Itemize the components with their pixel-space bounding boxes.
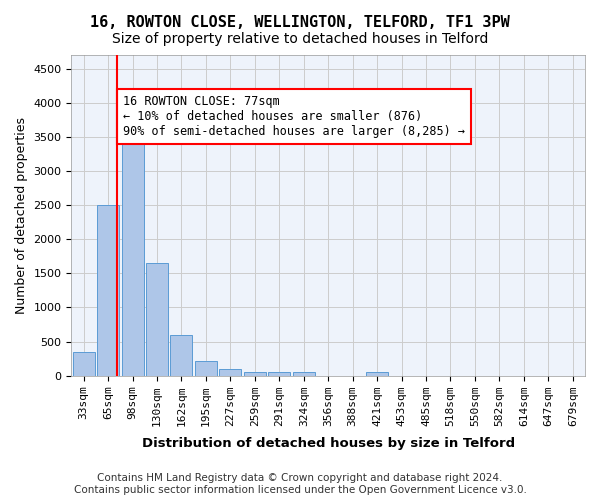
Text: Contains HM Land Registry data © Crown copyright and database right 2024.
Contai: Contains HM Land Registry data © Crown c… (74, 474, 526, 495)
Bar (268, 372, 290, 376)
Bar (293, 372, 315, 376)
Bar (170, 336, 193, 376)
Y-axis label: Number of detached properties: Number of detached properties (15, 117, 28, 314)
Text: Size of property relative to detached houses in Telford: Size of property relative to detached ho… (112, 32, 488, 46)
Bar (97, 205, 119, 376)
Text: 16 ROWTON CLOSE: 77sqm
← 10% of detached houses are smaller (876)
90% of semi-de: 16 ROWTON CLOSE: 77sqm ← 10% of detached… (123, 95, 465, 138)
Text: 16, ROWTON CLOSE, WELLINGTON, TELFORD, TF1 3PW: 16, ROWTON CLOSE, WELLINGTON, TELFORD, T… (90, 15, 510, 30)
Bar (122, 120, 143, 376)
Bar (195, 360, 217, 376)
Bar (366, 372, 388, 376)
Bar (146, 263, 168, 376)
X-axis label: Distribution of detached houses by size in Telford: Distribution of detached houses by size … (142, 437, 515, 450)
Bar (220, 369, 241, 376)
Bar (244, 372, 266, 376)
Bar (73, 352, 95, 376)
